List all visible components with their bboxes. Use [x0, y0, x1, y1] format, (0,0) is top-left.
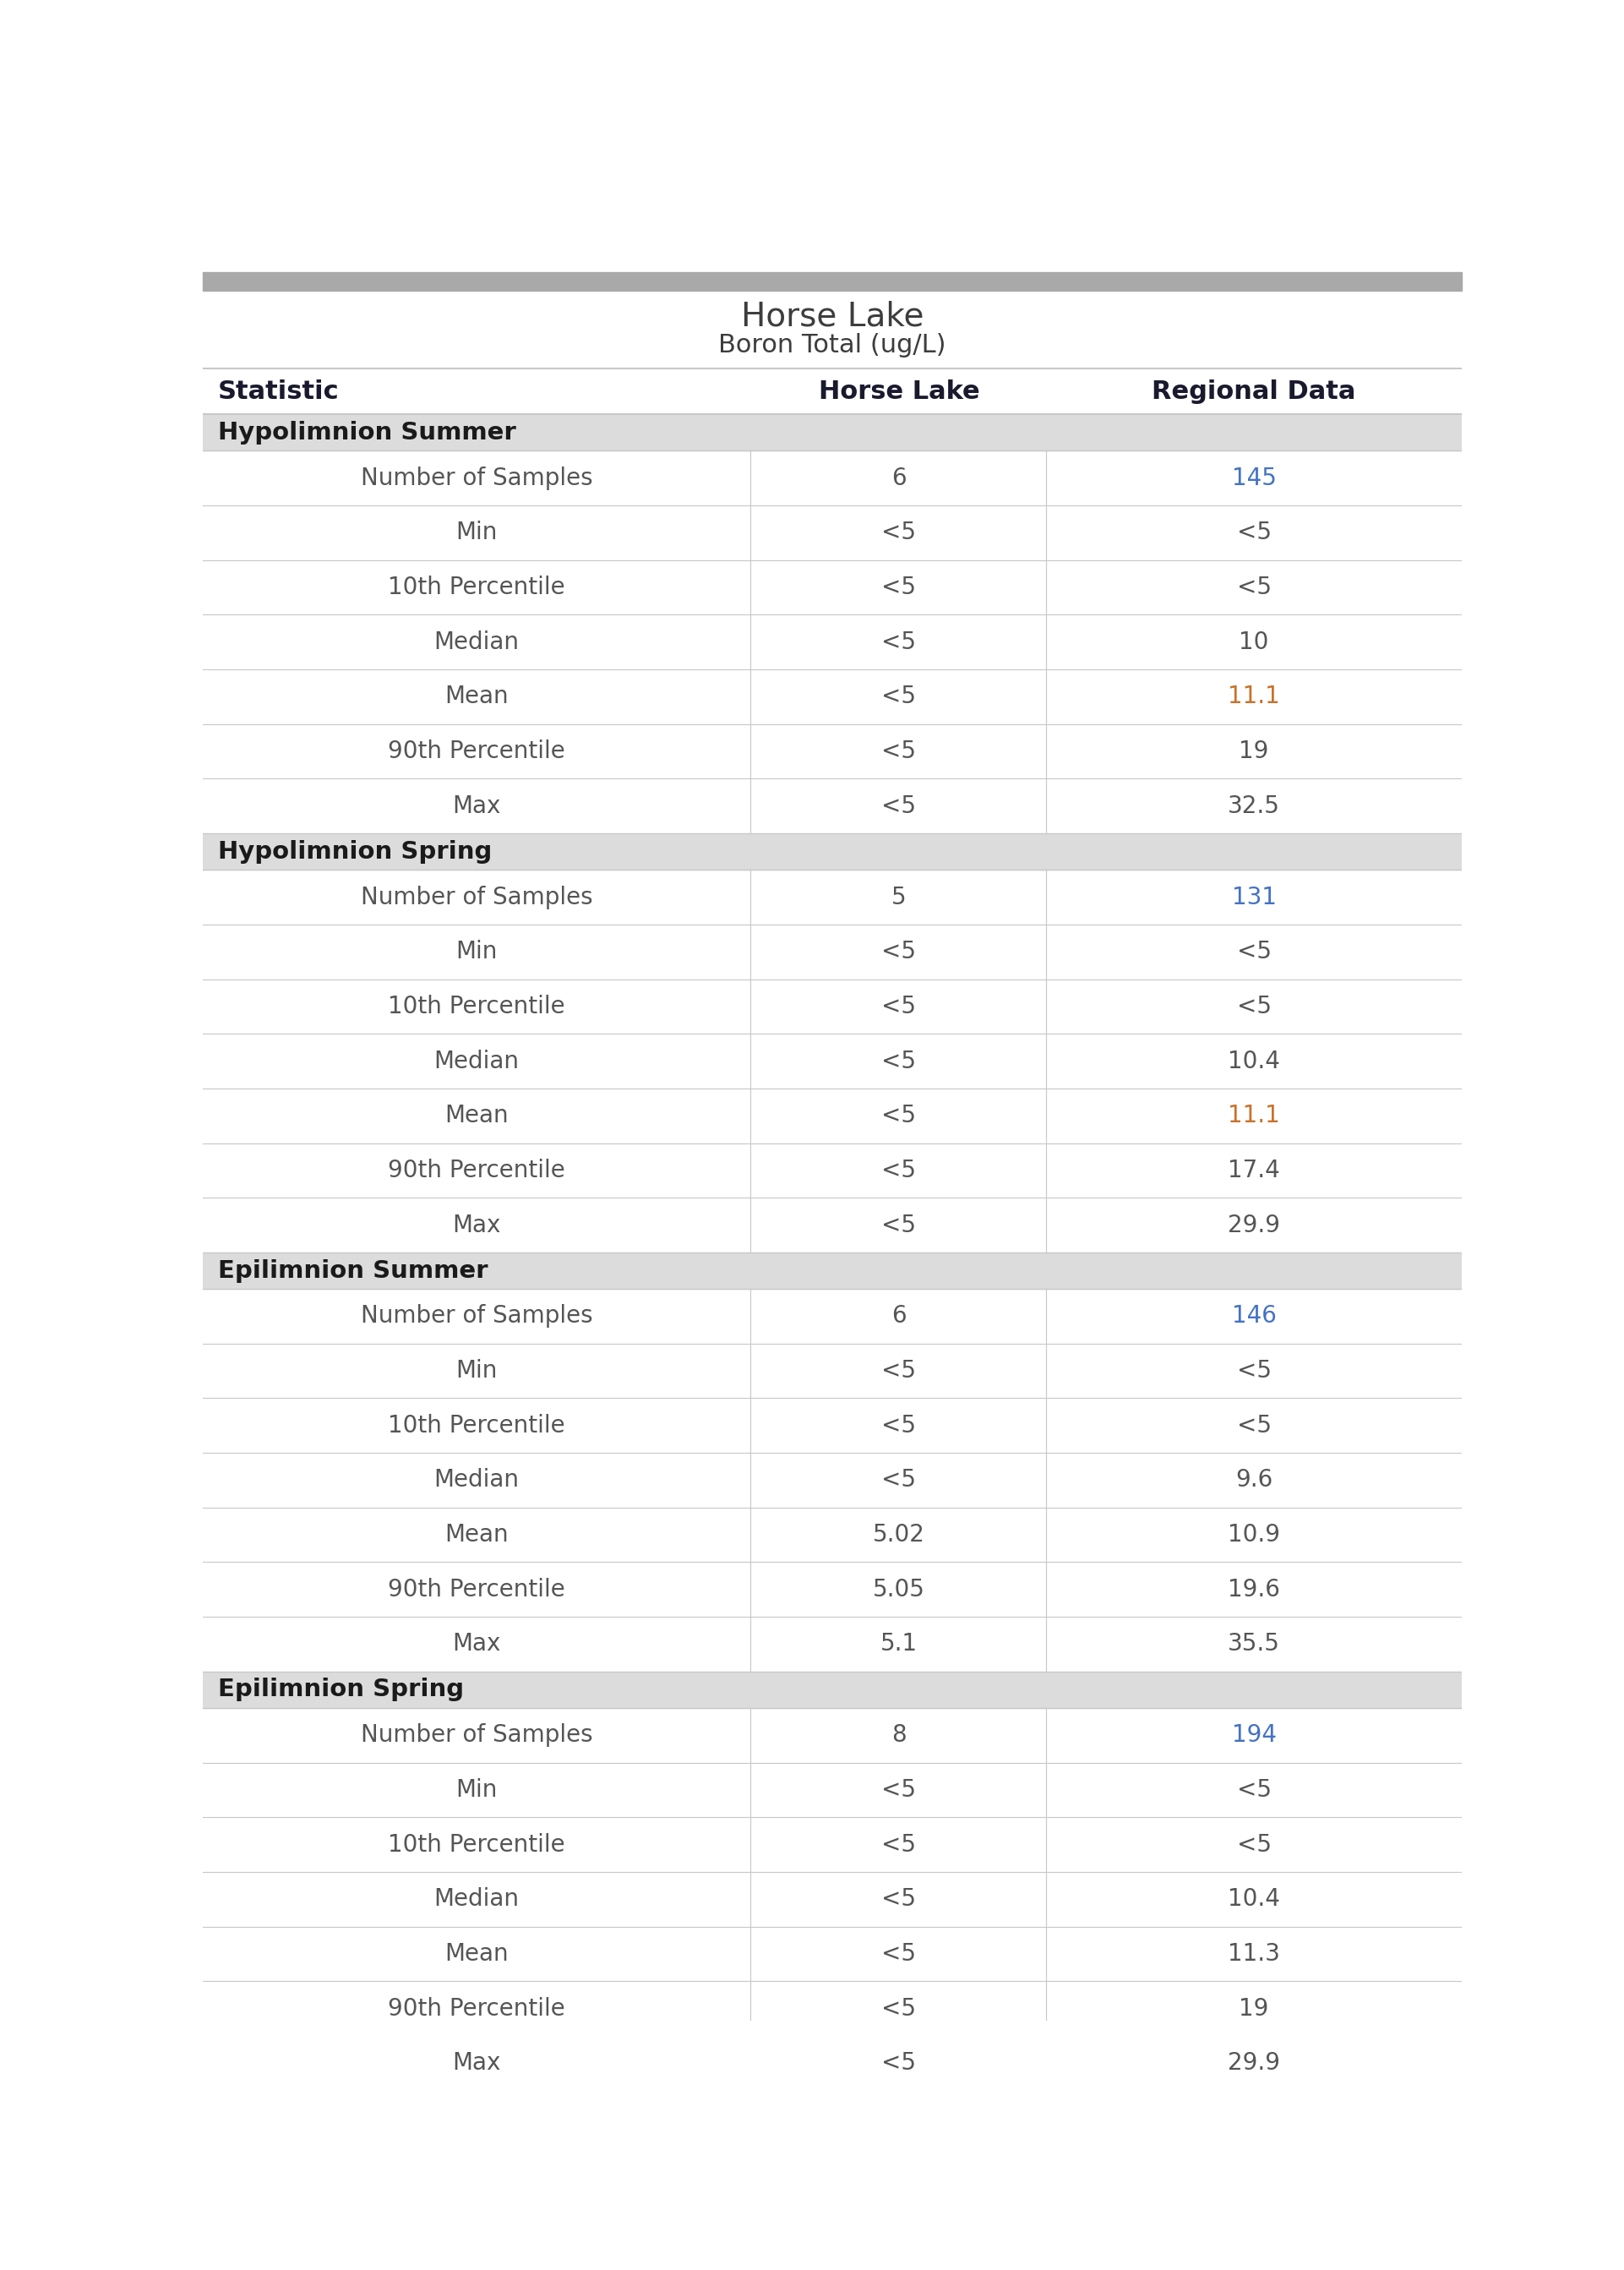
Text: <5: <5: [1236, 994, 1272, 1019]
Bar: [203, 1671, 1462, 1707]
Text: 90th Percentile: 90th Percentile: [388, 1998, 565, 2020]
Text: 90th Percentile: 90th Percentile: [388, 1158, 565, 1183]
Text: 5.05: 5.05: [872, 1578, 926, 1600]
Text: 5.02: 5.02: [872, 1523, 926, 1546]
Text: Mean: Mean: [445, 1103, 508, 1128]
Text: <5: <5: [882, 1777, 916, 1802]
Text: 10th Percentile: 10th Percentile: [388, 994, 565, 1019]
Text: Median: Median: [434, 1469, 520, 1491]
Text: 10.9: 10.9: [1228, 1523, 1280, 1546]
Text: <5: <5: [1236, 1777, 1272, 1802]
Text: 19: 19: [1239, 740, 1268, 763]
Text: 8: 8: [892, 1723, 906, 1748]
Text: Horse Lake: Horse Lake: [818, 379, 979, 404]
Text: Min: Min: [456, 1777, 497, 1802]
Bar: [203, 833, 1462, 869]
Text: Max: Max: [453, 1632, 500, 1657]
Text: 5: 5: [892, 885, 906, 908]
Bar: [203, 413, 1462, 452]
Text: 35.5: 35.5: [1228, 1632, 1280, 1657]
Text: Number of Samples: Number of Samples: [361, 465, 593, 490]
Text: <5: <5: [1236, 1832, 1272, 1857]
Text: <5: <5: [882, 794, 916, 817]
Text: Epilimnion Summer: Epilimnion Summer: [218, 1260, 489, 1283]
Text: 17.4: 17.4: [1228, 1158, 1280, 1183]
Text: <5: <5: [882, 1943, 916, 1966]
Text: Regional Data: Regional Data: [1151, 379, 1356, 404]
Text: 29.9: 29.9: [1228, 2052, 1280, 2075]
Text: <5: <5: [882, 1886, 916, 1911]
Text: 194: 194: [1231, 1723, 1276, 1748]
Text: Median: Median: [434, 1886, 520, 1911]
Text: 10.4: 10.4: [1228, 1886, 1280, 1911]
Text: Statistic: Statistic: [218, 379, 339, 404]
Text: <5: <5: [882, 740, 916, 763]
Text: <5: <5: [882, 1832, 916, 1857]
Text: <5: <5: [1236, 1360, 1272, 1382]
Text: Mean: Mean: [445, 686, 508, 708]
Text: <5: <5: [882, 1998, 916, 2020]
Text: Min: Min: [456, 1360, 497, 1382]
Text: 146: 146: [1231, 1305, 1276, 1328]
Text: Mean: Mean: [445, 1943, 508, 1966]
Text: 11.3: 11.3: [1228, 1943, 1280, 1966]
Text: 131: 131: [1231, 885, 1276, 908]
Text: <5: <5: [882, 1158, 916, 1183]
Text: Max: Max: [453, 1212, 500, 1237]
Text: Hypolimnion Summer: Hypolimnion Summer: [218, 420, 516, 445]
Text: 145: 145: [1231, 465, 1276, 490]
Text: 29.9: 29.9: [1228, 1212, 1280, 1237]
Text: <5: <5: [1236, 940, 1272, 962]
Text: <5: <5: [882, 686, 916, 708]
Text: <5: <5: [882, 520, 916, 545]
Text: 19: 19: [1239, 1998, 1268, 2020]
Text: 10.4: 10.4: [1228, 1049, 1280, 1074]
Text: <5: <5: [882, 1212, 916, 1237]
Text: <5: <5: [882, 1103, 916, 1128]
Text: Horse Lake: Horse Lake: [741, 300, 924, 334]
Text: Median: Median: [434, 1049, 520, 1074]
Text: Max: Max: [453, 2052, 500, 2075]
Text: 10th Percentile: 10th Percentile: [388, 577, 565, 599]
Text: 11.1: 11.1: [1228, 1103, 1280, 1128]
Text: Epilimnion Spring: Epilimnion Spring: [218, 1678, 464, 1702]
Text: 9.6: 9.6: [1236, 1469, 1273, 1491]
Text: <5: <5: [882, 1360, 916, 1382]
Text: 5.1: 5.1: [880, 1632, 918, 1657]
Text: <5: <5: [882, 1049, 916, 1074]
Text: Number of Samples: Number of Samples: [361, 1723, 593, 1748]
Text: <5: <5: [882, 1469, 916, 1491]
Text: 6: 6: [892, 1305, 906, 1328]
Text: <5: <5: [882, 2052, 916, 2075]
Text: <5: <5: [882, 577, 916, 599]
Text: Hypolimnion Spring: Hypolimnion Spring: [218, 840, 492, 863]
Text: Min: Min: [456, 520, 497, 545]
Text: <5: <5: [1236, 1414, 1272, 1437]
Text: 11.1: 11.1: [1228, 686, 1280, 708]
Text: Boron Total (ug/L): Boron Total (ug/L): [718, 334, 947, 359]
Text: Median: Median: [434, 631, 520, 654]
Text: Mean: Mean: [445, 1523, 508, 1546]
Text: 6: 6: [892, 465, 906, 490]
Text: Max: Max: [453, 794, 500, 817]
Bar: [203, 272, 1462, 291]
Text: 10: 10: [1239, 631, 1268, 654]
Text: <5: <5: [882, 631, 916, 654]
Text: <5: <5: [1236, 520, 1272, 545]
Text: Number of Samples: Number of Samples: [361, 885, 593, 908]
Text: <5: <5: [1236, 577, 1272, 599]
Text: <5: <5: [882, 994, 916, 1019]
Text: 10th Percentile: 10th Percentile: [388, 1414, 565, 1437]
Bar: [203, 1253, 1462, 1289]
Text: 10th Percentile: 10th Percentile: [388, 1832, 565, 1857]
Text: <5: <5: [882, 940, 916, 962]
Text: <5: <5: [882, 1414, 916, 1437]
Text: Number of Samples: Number of Samples: [361, 1305, 593, 1328]
Text: Min: Min: [456, 940, 497, 962]
Text: 19.6: 19.6: [1228, 1578, 1280, 1600]
Text: 90th Percentile: 90th Percentile: [388, 740, 565, 763]
Text: 90th Percentile: 90th Percentile: [388, 1578, 565, 1600]
Text: 32.5: 32.5: [1228, 794, 1280, 817]
